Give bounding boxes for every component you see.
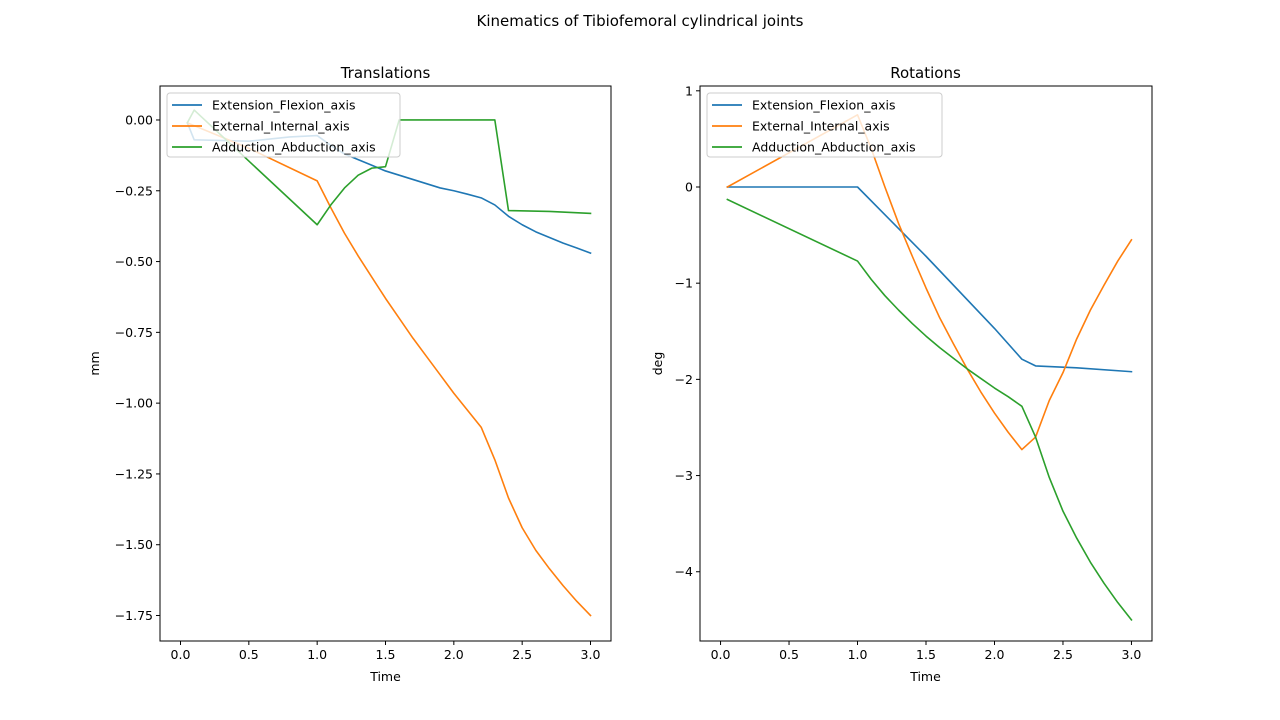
translations-axes: Translations 0.0 0.5 1.0 1.5 2.0 2.5 3.0 0.00 −…	[87, 64, 612, 684]
rotations-xtick-label: 2.0	[985, 647, 1005, 662]
translations-ytick-label: 0.00	[125, 112, 153, 127]
rotations-xtick-label: 0.0	[711, 647, 731, 662]
translations-xtick-label: 0.5	[239, 647, 259, 662]
translations-ytick-label: −1.25	[115, 466, 153, 481]
rotations-legend-label: External_Internal_axis	[752, 119, 890, 134]
translations-title: Translations	[340, 64, 431, 82]
translations-xtick-label: 3.0	[581, 647, 601, 662]
translations-xtick-label: 2.5	[512, 647, 532, 662]
rotations-ylabel: deg	[650, 352, 665, 376]
rotations-xtick-label: 3.0	[1122, 647, 1142, 662]
rotations-ytick-label: 0	[685, 179, 693, 194]
translations-ytick-label: −1.00	[115, 396, 153, 411]
rotations-legend-label: Extension_Flexion_axis	[752, 98, 895, 113]
rotations-ytick-label: 1	[685, 83, 693, 98]
rotations-ytick-label: −2	[675, 372, 693, 387]
translations-ytick-label: −0.75	[115, 325, 153, 340]
rotations-x-ticks: 0.0 0.5 1.0 1.5 2.0 2.5 3.0	[711, 641, 1142, 662]
translations-series-adduction-abduction-axis	[186, 109, 592, 226]
rotations-frame	[699, 85, 1153, 642]
translations-series-external-internal-axis	[186, 121, 592, 617]
rotations-legend-label: Adduction_Abduction_axis	[752, 140, 916, 155]
translations-legend-label: External_Internal_axis	[212, 119, 350, 134]
translations-xtick-label: 0.0	[171, 647, 191, 662]
rotations-series-external-internal-axis	[726, 114, 1133, 451]
rotations-ytick-label: −3	[675, 468, 693, 483]
rotations-xtick-label: 2.5	[1053, 647, 1073, 662]
rotations-legend: Extension_Flexion_axis External_Internal_…	[706, 92, 943, 158]
rotations-xtick-label: 1.0	[848, 647, 868, 662]
rotations-title: Rotations	[890, 64, 961, 82]
translations-ytick-label: −1.50	[115, 537, 153, 552]
rotations-xtick-label: 0.5	[779, 647, 799, 662]
rotations-series-layer	[726, 114, 1133, 621]
translations-ytick-label: −0.50	[115, 254, 153, 269]
rotations-y-ticks: 1 0 −1 −2 −3 −4	[675, 83, 700, 579]
translations-legend-label: Adduction_Abduction_axis	[212, 140, 376, 155]
rotations-axes: Rotations 0.0 0.5 1.0 1.5 2.0 2.5 3.0 1 0 −1 −2 −3…	[650, 64, 1153, 684]
translations-xlabel: Time	[369, 669, 401, 684]
translations-xtick-label: 1.5	[376, 647, 396, 662]
translations-ytick-label: −1.75	[115, 608, 153, 623]
translations-xtick-label: 2.0	[444, 647, 464, 662]
translations-legend-box	[166, 92, 401, 158]
rotations-legend-box	[706, 92, 943, 158]
rotations-series-adduction-abduction-axis	[726, 198, 1133, 621]
translations-ylabel: mm	[87, 351, 102, 375]
rotations-ytick-label: −4	[675, 564, 693, 579]
translations-y-ticks: 0.00 −0.25 −0.50 −0.75 −1.00 −1.25 −1.50 −1.75	[115, 112, 160, 623]
translations-ytick-label: −0.25	[115, 183, 153, 198]
rotations-xlabel: Time	[909, 669, 941, 684]
rotations-xtick-label: 1.5	[916, 647, 936, 662]
translations-legend-label: Extension_Flexion_axis	[212, 98, 355, 113]
rotations-ytick-label: −1	[675, 276, 693, 291]
translations-x-ticks: 0.0 0.5 1.0 1.5 2.0 2.5 3.0	[171, 641, 601, 662]
translations-frame	[159, 85, 612, 642]
translations-legend: Extension_Flexion_axis External_Internal_…	[166, 92, 401, 158]
translations-series-layer	[186, 109, 592, 617]
rotations-series-extension-flexion-axis	[726, 186, 1133, 373]
figure-suptitle: Kinematics of Tibiofemoral cylindrical j…	[477, 12, 804, 30]
translations-xtick-label: 1.0	[307, 647, 327, 662]
